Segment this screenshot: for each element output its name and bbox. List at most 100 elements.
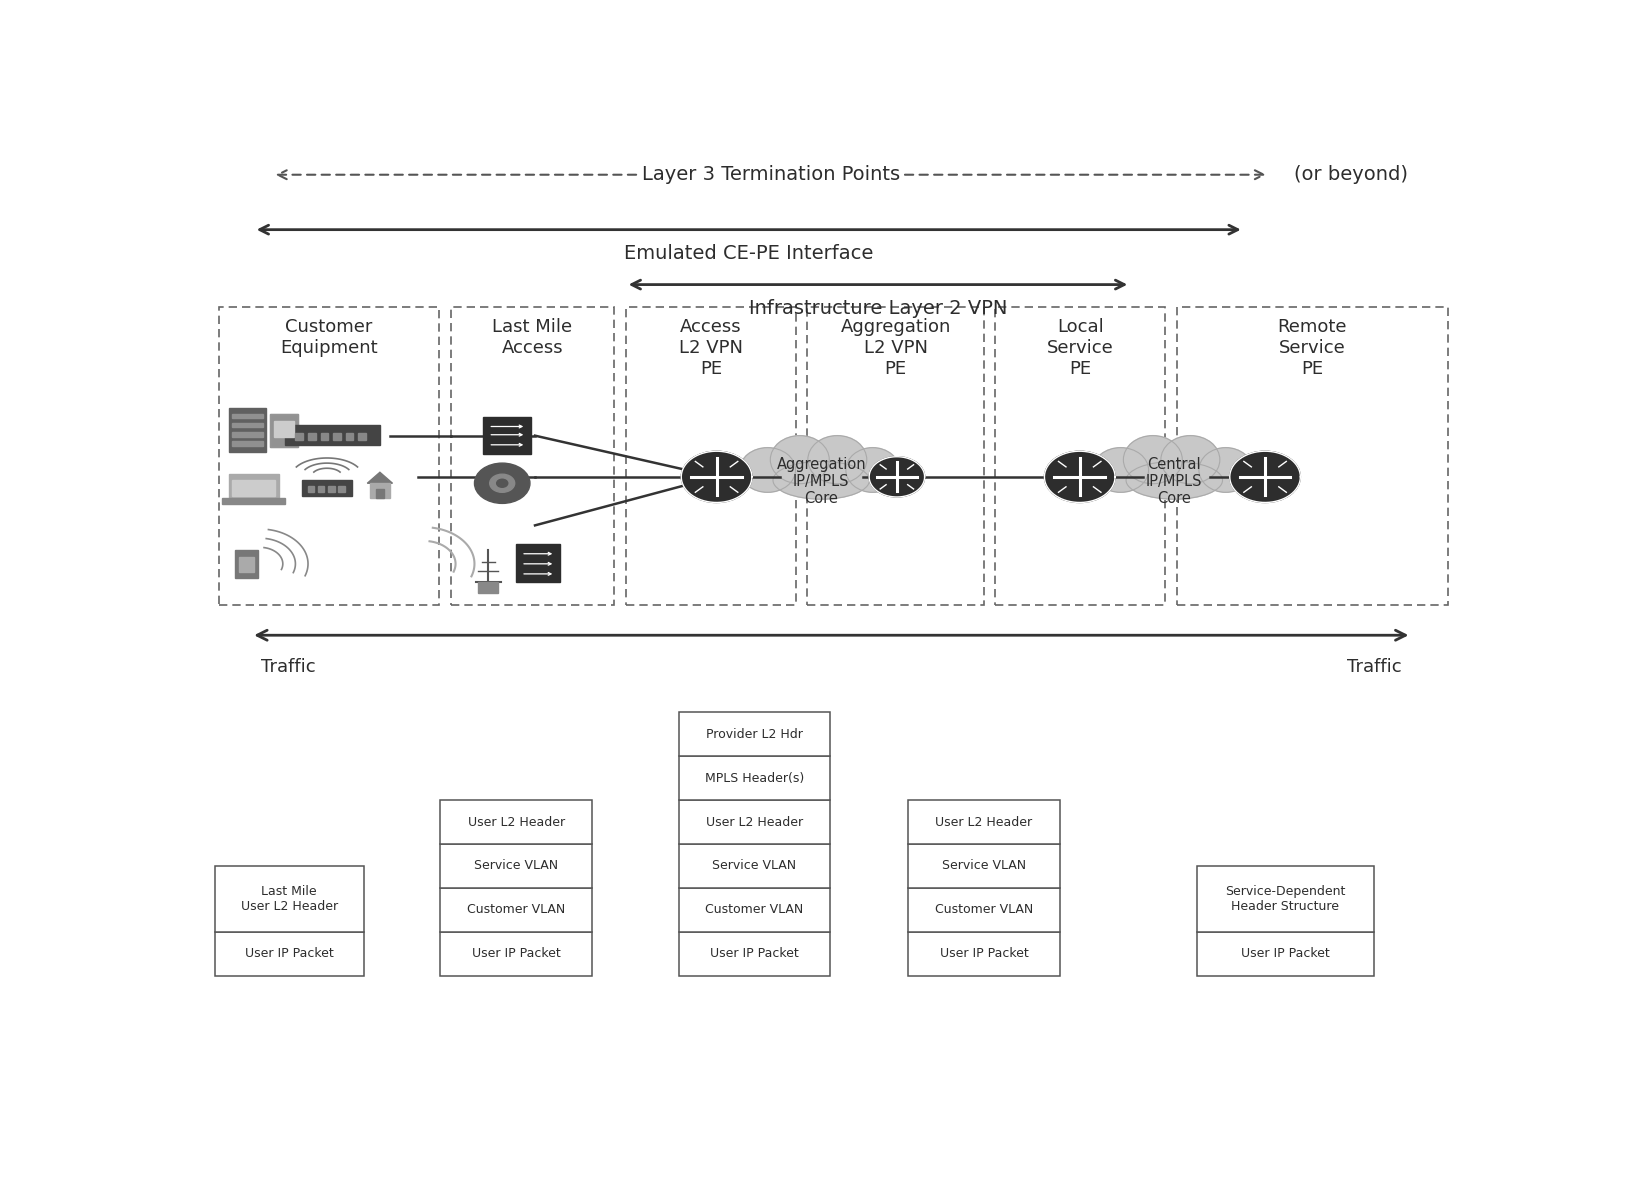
Text: User IP Packet: User IP Packet bbox=[472, 948, 560, 961]
Ellipse shape bbox=[1162, 435, 1220, 484]
Text: Customer VLAN: Customer VLAN bbox=[704, 904, 804, 917]
Bar bbox=[233, 479, 275, 496]
Bar bbox=[273, 421, 294, 438]
Circle shape bbox=[869, 457, 924, 497]
Bar bbox=[239, 558, 254, 572]
Text: Access
L2 VPN
PE: Access L2 VPN PE bbox=[678, 319, 744, 378]
Bar bbox=[321, 433, 329, 440]
Circle shape bbox=[682, 451, 752, 503]
Bar bbox=[308, 433, 316, 440]
Text: Customer VLAN: Customer VLAN bbox=[467, 904, 565, 917]
Text: User IP Packet: User IP Packet bbox=[939, 948, 1028, 961]
Text: Provider L2 Hdr: Provider L2 Hdr bbox=[706, 728, 802, 741]
Text: Traffic: Traffic bbox=[262, 659, 316, 677]
Bar bbox=[441, 800, 592, 844]
Bar bbox=[908, 844, 1059, 888]
Text: Customer
Equipment: Customer Equipment bbox=[280, 319, 377, 357]
Bar bbox=[218, 308, 439, 605]
Text: Service-Dependent
Header Structure: Service-Dependent Header Structure bbox=[1225, 885, 1346, 913]
Bar bbox=[996, 308, 1165, 605]
Bar bbox=[369, 483, 390, 498]
Text: Customer VLAN: Customer VLAN bbox=[936, 904, 1033, 917]
Bar bbox=[678, 712, 830, 756]
Bar bbox=[908, 888, 1059, 932]
Circle shape bbox=[1045, 451, 1114, 503]
Text: User L2 Header: User L2 Header bbox=[936, 816, 1033, 829]
Text: Aggregation
IP/MPLS
Core: Aggregation IP/MPLS Core bbox=[776, 457, 866, 507]
Text: Central
IP/MPLS
Core: Central IP/MPLS Core bbox=[1145, 457, 1202, 507]
Text: Remote
Service
PE: Remote Service PE bbox=[1277, 319, 1347, 378]
Bar bbox=[233, 423, 262, 427]
Bar bbox=[228, 408, 267, 452]
Text: User IP Packet: User IP Packet bbox=[244, 948, 334, 961]
Bar bbox=[338, 486, 345, 492]
Bar bbox=[908, 932, 1059, 976]
Bar bbox=[678, 756, 830, 800]
Text: Service VLAN: Service VLAN bbox=[942, 860, 1027, 873]
Bar bbox=[285, 424, 379, 445]
Circle shape bbox=[475, 463, 530, 503]
Text: Service VLAN: Service VLAN bbox=[473, 860, 558, 873]
Text: User IP Packet: User IP Packet bbox=[1241, 948, 1329, 961]
Text: Traffic: Traffic bbox=[1347, 659, 1401, 677]
Bar bbox=[296, 433, 303, 440]
Text: Last Mile
Access: Last Mile Access bbox=[493, 319, 573, 357]
Bar bbox=[347, 433, 353, 440]
Circle shape bbox=[1230, 451, 1300, 503]
Bar bbox=[678, 932, 830, 976]
Bar bbox=[319, 486, 324, 492]
Bar bbox=[358, 433, 366, 440]
Ellipse shape bbox=[740, 448, 796, 492]
Bar bbox=[1197, 932, 1373, 976]
Bar bbox=[678, 844, 830, 888]
Bar bbox=[329, 486, 335, 492]
Bar bbox=[626, 308, 796, 605]
Ellipse shape bbox=[846, 448, 900, 492]
Text: Infrastructure Layer 2 VPN: Infrastructure Layer 2 VPN bbox=[748, 300, 1007, 319]
Ellipse shape bbox=[773, 461, 869, 499]
Text: Aggregation
L2 VPN
PE: Aggregation L2 VPN PE bbox=[841, 319, 950, 378]
Ellipse shape bbox=[1199, 448, 1253, 492]
Text: Last Mile
User L2 Header: Last Mile User L2 Header bbox=[241, 885, 338, 913]
Bar bbox=[270, 414, 298, 447]
Bar bbox=[233, 441, 262, 446]
Bar bbox=[441, 888, 592, 932]
Bar bbox=[478, 583, 498, 593]
Bar bbox=[301, 479, 351, 496]
Bar bbox=[376, 489, 384, 498]
Circle shape bbox=[496, 479, 508, 487]
Text: Layer 3 Termination Points: Layer 3 Termination Points bbox=[641, 165, 900, 184]
Bar bbox=[233, 414, 262, 419]
Bar bbox=[807, 308, 984, 605]
Bar bbox=[308, 486, 314, 492]
Text: Service VLAN: Service VLAN bbox=[713, 860, 797, 873]
Bar bbox=[234, 551, 257, 578]
Ellipse shape bbox=[809, 435, 867, 484]
Bar bbox=[678, 888, 830, 932]
Bar bbox=[1176, 308, 1448, 605]
Ellipse shape bbox=[1126, 461, 1222, 499]
Bar bbox=[441, 932, 592, 976]
Text: User IP Packet: User IP Packet bbox=[709, 948, 799, 961]
Bar bbox=[441, 844, 592, 888]
Ellipse shape bbox=[770, 435, 830, 484]
Text: Emulated CE-PE Interface: Emulated CE-PE Interface bbox=[625, 244, 874, 263]
Bar bbox=[215, 932, 363, 976]
Bar bbox=[483, 417, 530, 454]
Bar bbox=[908, 800, 1059, 844]
Ellipse shape bbox=[1093, 448, 1149, 492]
Circle shape bbox=[490, 474, 514, 492]
Bar bbox=[233, 432, 262, 436]
Bar bbox=[215, 866, 363, 932]
Text: User L2 Header: User L2 Header bbox=[467, 816, 565, 829]
Text: (or beyond): (or beyond) bbox=[1293, 165, 1407, 184]
Bar bbox=[228, 474, 280, 499]
Text: MPLS Header(s): MPLS Header(s) bbox=[704, 772, 804, 785]
Bar bbox=[451, 308, 615, 605]
Bar bbox=[223, 498, 285, 504]
Bar bbox=[334, 433, 340, 440]
Ellipse shape bbox=[1123, 435, 1183, 484]
Text: Local
Service
PE: Local Service PE bbox=[1046, 319, 1114, 378]
Bar bbox=[678, 800, 830, 844]
Polygon shape bbox=[368, 472, 392, 483]
